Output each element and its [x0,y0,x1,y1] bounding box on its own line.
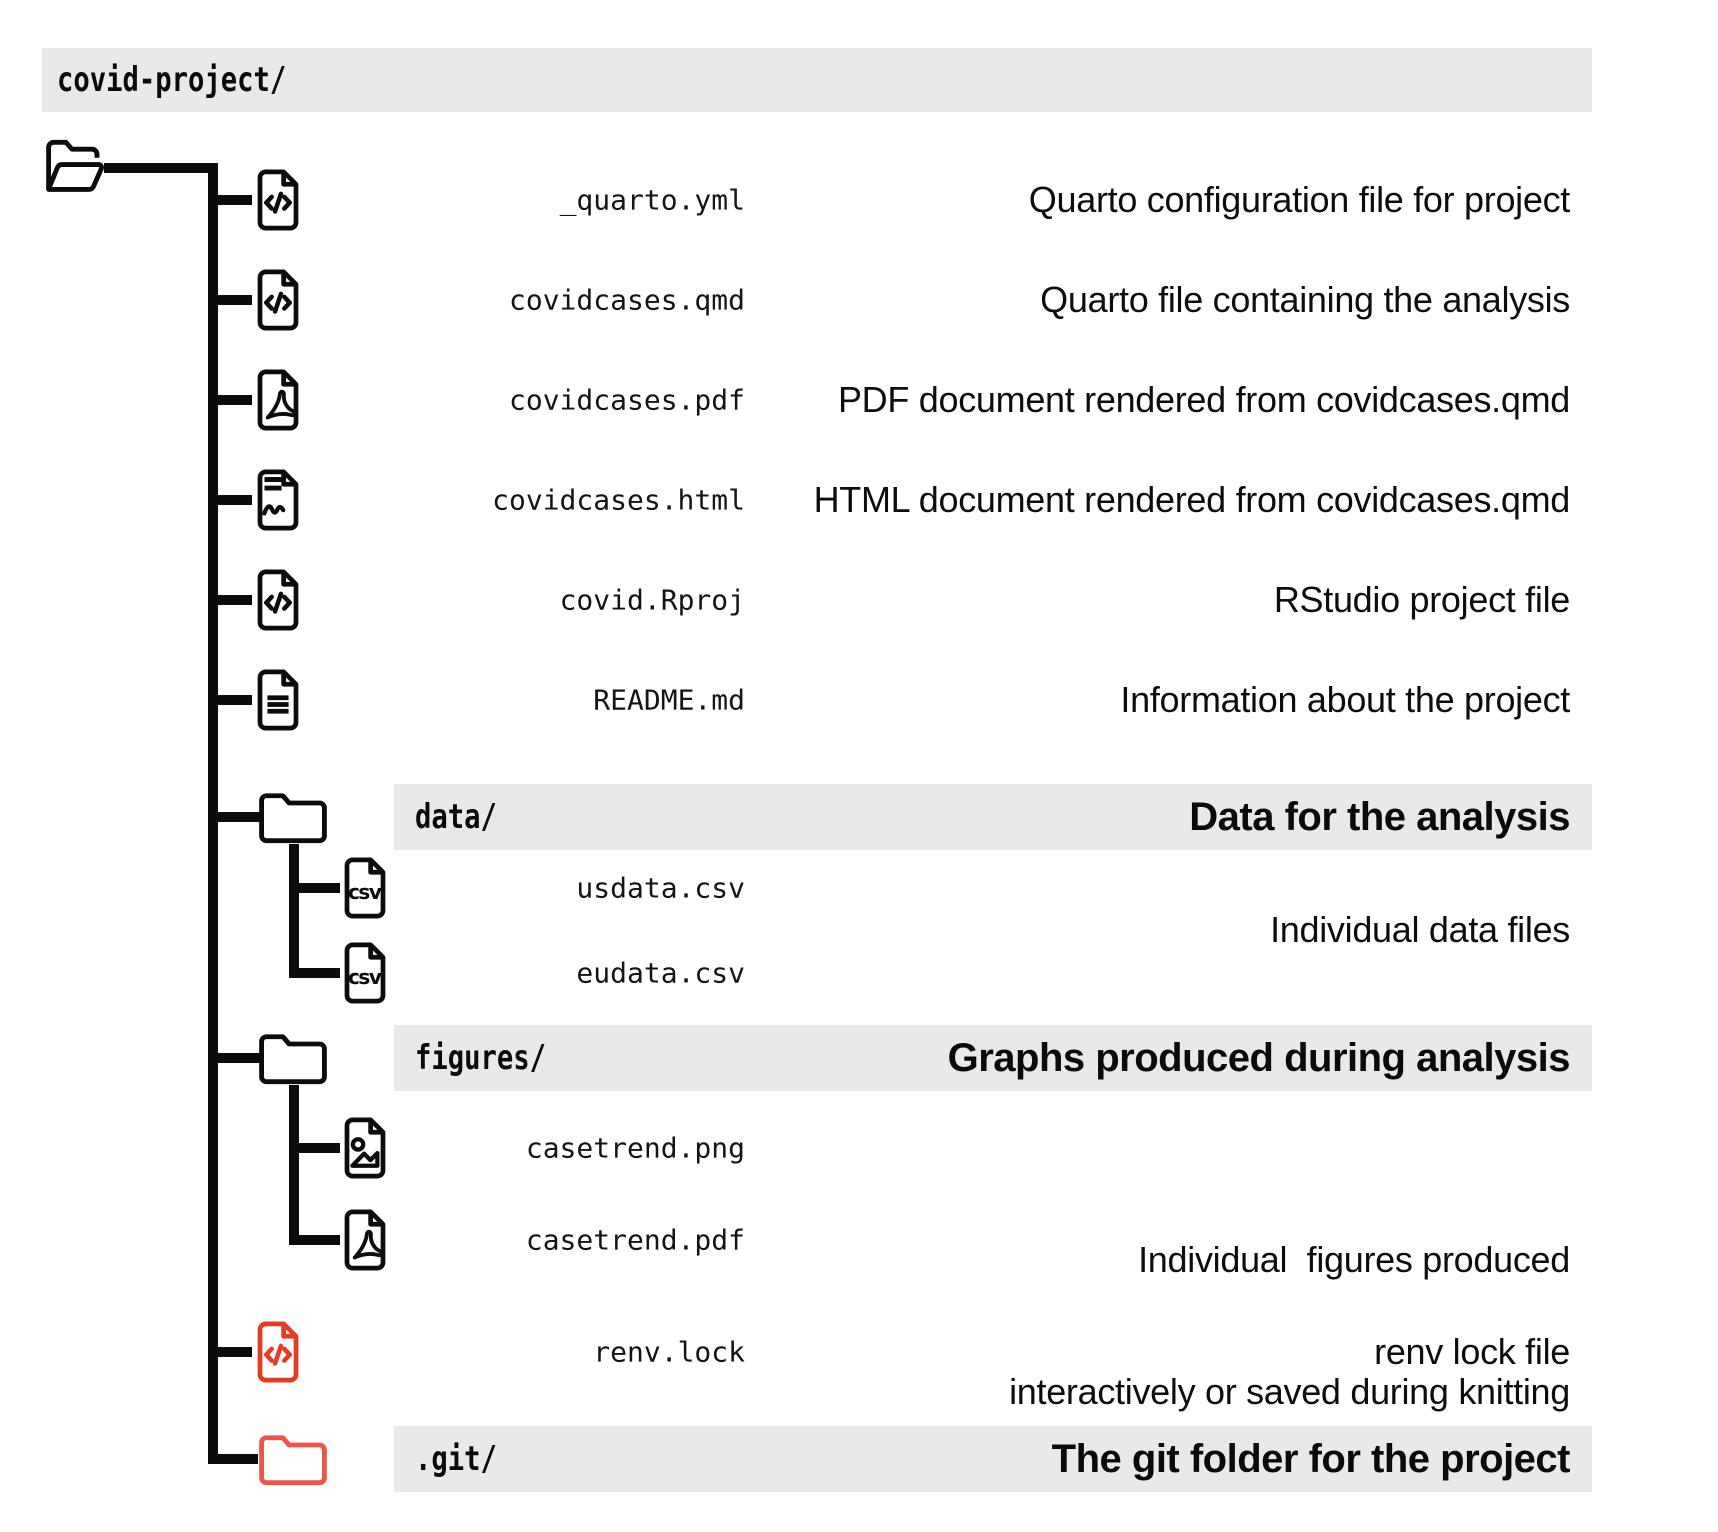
data-folder-bar: data/ Data for the analysis [394,784,1592,850]
figures-folder-name: figures/ [415,1038,547,1078]
header-bar: covid-project/ [42,48,1592,112]
csv-file-icon [338,938,392,1008]
pdf-file-icon [251,365,305,435]
git-folder-bar: .git/ The git folder for the project [394,1426,1592,1492]
file-name: usdata.csv [576,871,745,905]
folder-icon [256,1430,330,1488]
file-name: covidcases.qmd [508,283,745,317]
folder-icon [256,788,330,846]
figure-files-description: Individual figures produced interactivel… [1009,1150,1570,1502]
figures-folder-bar: figures/ Graphs produced during analysis [394,1025,1592,1091]
file-name: covidcases.pdf [508,383,745,417]
figure-files-description-line2: interactively or saved during knitting [1009,1371,1570,1412]
report-file-icon [251,465,305,535]
figure-files-description-line1: Individual figures produced [1138,1239,1570,1280]
image-file-icon [338,1113,392,1183]
file-name: casetrend.png [525,1131,745,1165]
pdf-file-icon [338,1205,392,1275]
code-file-icon [251,565,305,635]
data-files-description: Individual data files [1270,909,1570,950]
code-file-icon [251,265,305,335]
file-description: Quarto configuration file for project [1028,179,1571,220]
open-folder-icon [44,132,106,198]
code-file-icon [251,1317,305,1387]
file-name: covidcases.html [492,483,745,517]
file-description: HTML document rendered from covidcases.q… [813,479,1571,520]
root-folder-name: covid-project/ [57,60,287,100]
git-folder-name: .git/ [415,1439,497,1479]
file-name: casetrend.pdf [525,1223,745,1257]
file-name: _quarto.yml [559,183,745,217]
file-description: PDF document rendered from covidcases.qm… [837,379,1570,420]
git-folder-description: The git folder for the project [1051,1436,1571,1481]
code-file-icon [251,165,305,235]
data-folder-name: data/ [415,797,497,837]
folder-icon [256,1029,330,1087]
file-name: eudata.csv [576,956,745,990]
file-name: renv.lock [593,1335,745,1369]
data-folder-description: Data for the analysis [1189,794,1570,839]
file-name: README.md [593,683,745,717]
text-file-icon [251,665,305,735]
figures-folder-description: Graphs produced during analysis [947,1035,1571,1080]
file-description: Information about the project [1120,679,1570,720]
csv-file-icon [338,853,392,923]
file-name: covid.Rproj [559,583,745,617]
file-description: renv lock file [1374,1331,1570,1372]
file-description: RStudio project file [1273,579,1570,620]
file-description: Quarto file containing the analysis [1040,279,1570,320]
